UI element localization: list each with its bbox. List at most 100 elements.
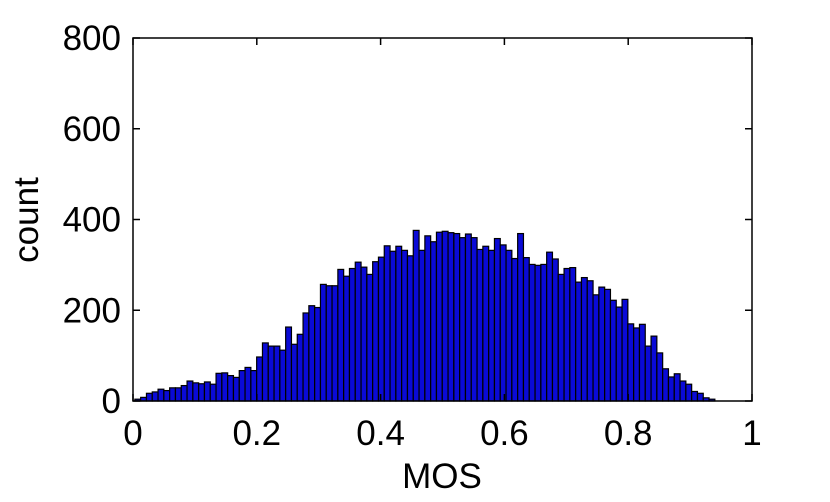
histogram-bar — [598, 286, 606, 402]
histogram-bar — [441, 230, 449, 402]
histogram-bar — [406, 255, 414, 402]
histogram-bar — [418, 249, 426, 402]
histogram-bar — [331, 285, 339, 402]
histogram-bar — [267, 345, 275, 402]
histogram-bar — [540, 263, 548, 402]
histogram-bar — [673, 373, 681, 402]
histogram-bar — [621, 298, 629, 402]
histogram-bar — [459, 237, 467, 402]
histogram-bar — [586, 280, 594, 402]
histogram-bar — [366, 273, 374, 402]
x-axis-label: MOS — [402, 457, 482, 496]
histogram-bar — [522, 257, 530, 402]
histogram-bar — [557, 273, 565, 402]
histogram-bar — [192, 382, 200, 402]
histogram-bar — [679, 380, 687, 402]
histogram-bar — [412, 229, 420, 402]
histogram-bar — [325, 285, 333, 402]
histogram-bar — [534, 264, 542, 402]
histogram-bar — [395, 245, 403, 402]
x-tick-label: 0.4 — [356, 414, 405, 453]
histogram-bar — [656, 352, 664, 402]
histogram-bar — [163, 389, 171, 402]
histogram-bar — [302, 312, 310, 402]
histogram-bar — [308, 305, 316, 402]
histogram-bar — [638, 323, 646, 402]
x-tick-label: 0.6 — [480, 414, 529, 453]
histogram-bar — [615, 306, 623, 402]
y-axis-label: count — [7, 177, 46, 263]
histogram-bar — [377, 256, 385, 402]
histogram-bar — [569, 266, 577, 402]
histogram-bar — [511, 257, 519, 402]
histogram-bar — [435, 231, 443, 402]
histogram-bar — [244, 366, 252, 402]
histogram-bar — [633, 327, 641, 402]
histogram-bar — [650, 335, 658, 402]
histogram-bar — [296, 333, 304, 402]
histogram-bar — [354, 261, 362, 402]
histogram-bar — [221, 372, 229, 402]
histogram-bar — [627, 323, 635, 402]
histogram-bar — [348, 267, 356, 402]
histogram-bar — [250, 369, 258, 402]
histogram-bar — [470, 237, 478, 402]
y-tick-label: 400 — [63, 201, 121, 240]
histogram-bar — [696, 392, 704, 402]
histogram-bar — [238, 369, 246, 402]
histogram-bar — [644, 345, 652, 402]
histogram-bar — [667, 376, 675, 402]
histogram-bar — [343, 275, 351, 402]
histogram-bar — [505, 249, 513, 402]
histogram-bar — [546, 251, 554, 402]
y-tick-label: 800 — [63, 19, 121, 58]
histogram-bar — [145, 392, 153, 402]
histogram-bar — [517, 232, 525, 402]
histogram-bar — [424, 235, 432, 402]
histogram-bar — [691, 390, 699, 402]
histogram-bar — [285, 326, 293, 402]
histogram-bar — [383, 245, 391, 402]
histogram-bar — [482, 245, 490, 402]
histogram-bar — [372, 261, 380, 402]
histogram-bar — [198, 383, 206, 402]
histogram-bar — [273, 345, 281, 402]
histogram-bar — [215, 372, 223, 402]
histogram-bar — [609, 299, 617, 402]
histogram-bar — [290, 343, 298, 402]
histogram-bar — [186, 380, 194, 402]
histogram-bar — [453, 232, 461, 402]
histogram-bar — [232, 376, 240, 402]
histogram-bar — [261, 342, 269, 402]
histogram-bar — [430, 241, 438, 402]
histogram-bar — [604, 288, 612, 402]
histogram-bar — [209, 383, 217, 402]
x-tick-label: 0.2 — [232, 414, 281, 453]
histogram-bar — [575, 281, 583, 402]
histogram-bar — [169, 387, 177, 402]
histogram-bar — [476, 248, 484, 402]
histogram-bar — [662, 368, 670, 402]
histogram-bar — [563, 267, 571, 402]
histogram-bar — [157, 388, 165, 402]
histogram-bar — [279, 349, 287, 402]
histogram-bar — [319, 283, 327, 402]
x-tick-label: 0 — [123, 414, 142, 453]
ticks-group — [132, 37, 753, 402]
histogram-bar — [493, 237, 501, 402]
histogram-bar — [227, 374, 235, 402]
x-tick-labels: 0 0.2 0.4 0.6 0.8 1 — [123, 414, 761, 453]
x-tick-label: 0.8 — [604, 414, 653, 453]
histogram-bar — [389, 250, 397, 402]
histogram-bar — [592, 294, 600, 402]
histogram-bar — [151, 391, 159, 402]
y-tick-labels: 0 200 400 600 800 — [63, 19, 121, 421]
histogram-bar — [499, 244, 507, 402]
histogram-bar — [488, 249, 496, 402]
histogram-bar — [401, 249, 409, 402]
histogram-bar — [337, 268, 345, 402]
histogram-bar — [174, 387, 182, 402]
histogram-bar — [685, 383, 693, 402]
bars-group — [134, 229, 716, 402]
